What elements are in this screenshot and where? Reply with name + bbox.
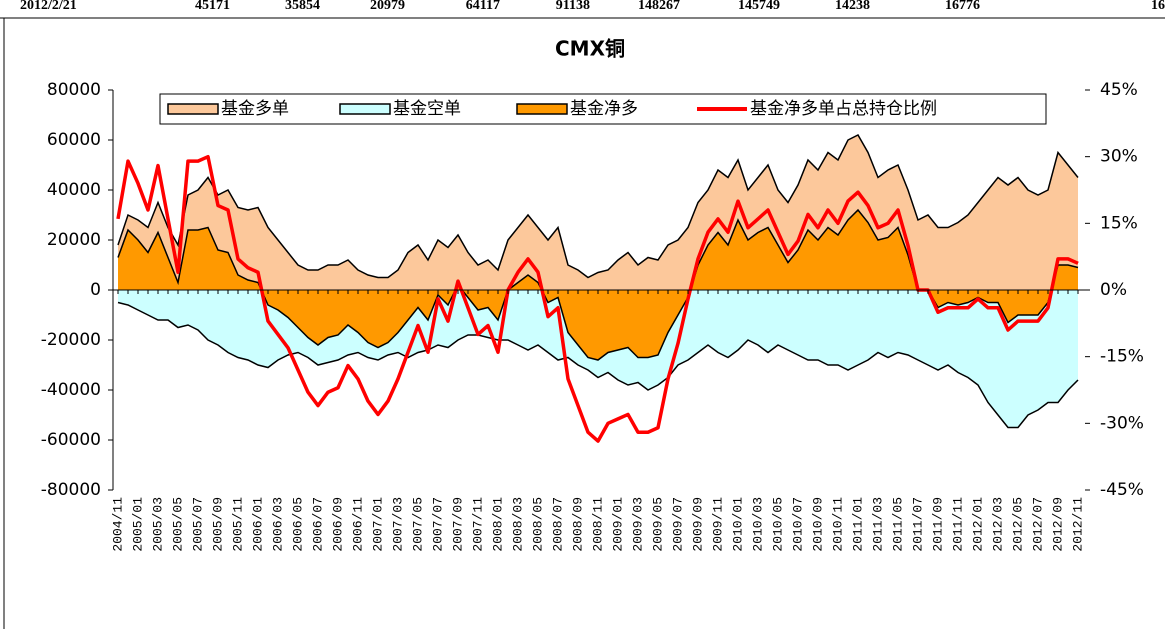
x-tick-label: 2005/01 [130,497,145,552]
x-tick-label: 2011/09 [930,497,945,552]
x-tick-label: 2009/05 [650,497,665,552]
x-tick-label: 2011/07 [910,497,925,552]
x-tick-label: 2010/11 [830,497,845,552]
x-tick-label: 2010/03 [750,497,765,552]
area [118,135,1078,290]
x-tick-label: 2009/09 [690,497,705,552]
x-tick-label: 2008/03 [510,497,525,552]
header-cell: 16776 [945,0,980,13]
y-tick-label: 80000 [47,80,101,100]
x-tick-label: 2009/07 [670,497,685,552]
x-tick-label: 2006/01 [250,497,265,552]
y2-tick-label: -30% [1100,413,1144,433]
x-tick-label: 2008/09 [570,497,585,552]
x-tick-label: 2011/01 [850,497,865,552]
header-cell: 91138 [556,0,590,13]
header-cell: 145749 [738,0,780,13]
legend-label: 基金净多 [570,99,638,119]
header-cell: 64117 [466,0,500,13]
y-tick-label: 40000 [47,180,101,200]
area-outline [117,301,1079,429]
x-tick-label: 2006/07 [310,497,325,552]
x-tick-label: 2011/03 [870,497,885,552]
y-tick-label: -20000 [41,330,101,350]
y-tick-label: -60000 [41,430,101,450]
x-tick-label: 2005/11 [230,497,245,552]
header-cell: 16 [1151,0,1165,13]
y2-tick-label: -15% [1100,347,1144,367]
x-tick-label: 2006/09 [330,497,345,552]
x-tick-label: 2005/03 [150,497,165,552]
x-tick-label: 2010/01 [730,497,745,552]
x-tick-label: 2011/05 [890,497,905,552]
x-tick-label: 2012/01 [970,497,985,552]
y2-tick-label: 30% [1100,147,1138,167]
x-tick-label: 2010/09 [810,497,825,552]
x-tick-label: 2010/05 [770,497,785,552]
legend-label: 基金空单 [393,99,461,119]
x-tick-label: 2012/03 [990,497,1005,552]
legend-swatch [167,103,219,115]
x-tick-label: 2007/01 [370,497,385,552]
x-tick-label: 2007/07 [430,497,445,552]
x-tick-label: 2006/03 [270,497,285,552]
y2-tick-label: -45% [1100,480,1144,500]
header-cell: 14238 [835,0,870,13]
x-tick-label: 2005/09 [210,497,225,552]
y2-tick-label: 45% [1100,80,1138,100]
y-tick-label: 0 [90,280,101,300]
x-tick-label: 2011/11 [950,497,965,552]
x-tick-label: 2009/11 [710,497,725,552]
x-tick-label: 2009/03 [630,497,645,552]
legend-label: 基金净多单占总持仓比例 [750,99,937,119]
y2-tick-label: 0% [1100,280,1127,300]
x-tick-label: 2012/07 [1030,497,1045,552]
x-tick-label: 2008/11 [590,497,605,552]
y-tick-label: -40000 [41,380,101,400]
x-tick-label: 2009/01 [610,497,625,552]
y2-tick-label: 15% [1100,213,1138,233]
header-cell: 2012/2/21 [20,0,77,13]
header-cell: 35854 [285,0,320,13]
x-tick-label: 2004/11 [110,497,125,552]
x-tick-label: 2007/11 [470,497,485,552]
legend-box [159,93,1047,125]
x-tick-label: 2007/09 [450,497,465,552]
y-tick-label: 20000 [47,230,101,250]
x-tick-label: 2008/07 [550,497,565,552]
x-tick-label: 2012/05 [1010,497,1025,552]
header-cell: 148267 [638,0,680,13]
x-tick-label: 2006/05 [290,497,305,552]
x-tick-label: 2006/11 [350,497,365,552]
legend-swatch [516,103,568,115]
x-tick-label: 2007/03 [390,497,405,552]
x-tick-label: 2008/01 [490,497,505,552]
area-outline [117,134,1079,279]
header-cell: 45171 [195,0,230,13]
x-tick-label: 2012/09 [1050,497,1065,552]
x-tick-label: 2012/11 [1070,497,1085,552]
x-tick-label: 2005/05 [170,497,185,552]
y-tick-label: -80000 [41,480,101,500]
legend-label: 基金多单 [221,99,289,119]
x-tick-label: 2007/05 [410,497,425,552]
chart-title: CMX铜 [555,37,625,61]
x-tick-label: 2005/07 [190,497,205,552]
legend-swatch [339,103,391,115]
header-cell: 20979 [370,0,405,13]
area [118,210,1078,360]
x-tick-label: 2008/05 [530,497,545,552]
x-tick-label: 2010/07 [790,497,805,552]
y-tick-label: 60000 [47,130,101,150]
